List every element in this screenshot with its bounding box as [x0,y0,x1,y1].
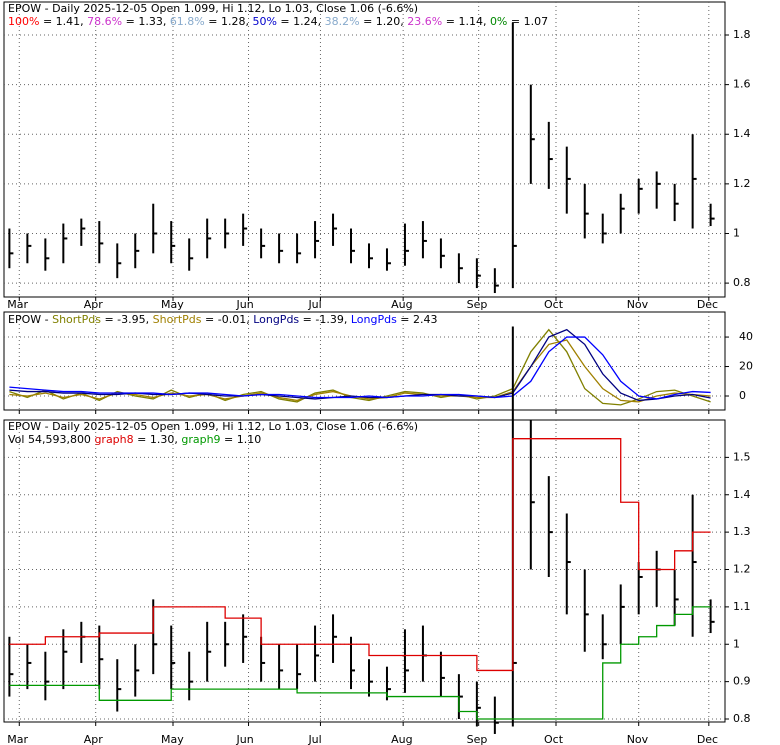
legend-item: = -0.01, [205,313,250,326]
y-tick-label: 20 [739,360,753,373]
x-tick-label: May [161,298,184,311]
legend-item: 50% [252,15,276,28]
y-tick-label: 0.8 [733,276,751,289]
legend-item: 100% [8,15,39,28]
x-tick-label: Sep [467,298,488,311]
legend-item: = 1.10 [224,433,261,446]
y-tick-label: 1.8 [733,28,751,41]
x-tick-label: Jun [236,733,254,745]
y-tick-label: 1.1 [733,600,751,613]
y-tick-label: 0.9 [733,675,751,688]
x-tick-label: Dec [697,298,718,311]
x-tick-label: Dec [697,733,718,745]
legend-item: LongPds [253,313,299,326]
y-tick-label: 1.3 [733,525,751,538]
legend-item: LongPds [351,313,397,326]
x-tick-label: Oct [544,733,564,745]
y-tick-label: 1.2 [733,563,751,576]
y-tick-label: 40 [739,330,753,343]
legend-item: ShortPds [153,313,202,326]
x-tick-label: Jul [307,298,321,311]
legend-item: = 1.24, [280,15,321,28]
x-tick-label: Aug [391,298,412,311]
panel-title: EPOW - Daily 2025-12-05 Open 1.099, Hi 1… [8,2,418,15]
panel-frame [3,311,726,411]
y-tick-label: 1 [733,637,740,650]
legend-item: 38.2% [325,15,360,28]
legend-item: 78.6% [87,15,122,28]
panel-frame [3,419,726,723]
y-tick-label: 1.2 [733,177,751,190]
x-tick-label: Mar [7,298,28,311]
y-tick-label: 1.5 [733,450,751,463]
x-tick-label: Mar [7,733,28,745]
series-line [9,336,711,400]
x-tick-label: May [161,733,184,745]
y-tick-label: 0.8 [733,712,751,725]
series-line [9,606,711,720]
legend-item: 23.6% [407,15,442,28]
legend-item: = 2.43 [400,313,437,326]
legend-item: Vol 54,593,800 [8,433,91,446]
y-tick-label: 1 [733,226,740,239]
legend-item: ShortPds [52,313,101,326]
legend-item: 0% [490,15,507,28]
legend-item: EPOW - [8,313,49,326]
x-tick-label: Nov [627,733,649,745]
legend-item: = 1.28, [208,15,249,28]
panel-frame [3,1,726,298]
legend-item: = 1.07 [511,15,548,28]
legend-item: graph9 [181,433,220,446]
x-tick-label: Apr [84,733,104,745]
legend-item: = 1.14, [446,15,487,28]
legend-item: = 1.41, [43,15,84,28]
y-tick-label: 1.4 [733,127,751,140]
x-tick-label: Oct [544,298,564,311]
y-tick-label: 1.4 [733,488,751,501]
legend-item: = 1.30, [137,433,178,446]
legend: 100% = 1.41, 78.6% = 1.33, 61.8% = 1.28,… [8,15,548,28]
legend-item: = 1.20, [363,15,404,28]
x-tick-label: Sep [467,733,488,745]
legend-item: = 1.33, [126,15,167,28]
legend: EPOW - ShortPds = -3.95, ShortPds = -0.0… [8,313,438,326]
legend-item: 61.8% [170,15,205,28]
y-tick-label: 0 [739,389,746,402]
legend-item: = -3.95, [104,313,149,326]
series-line [9,438,711,672]
x-tick-label: Jul [307,733,321,745]
legend-item: graph8 [94,433,133,446]
x-tick-label: Aug [391,733,412,745]
legend: Vol 54,593,800 graph8 = 1.30, graph9 = 1… [8,433,261,446]
y-tick-label: 1.6 [733,78,751,91]
x-tick-label: Jun [236,298,254,311]
x-tick-label: Apr [84,298,104,311]
legend-item: = -1.39, [303,313,348,326]
panel-title: EPOW - Daily 2025-12-05 Open 1.099, Hi 1… [8,420,418,433]
x-tick-label: Nov [627,298,649,311]
